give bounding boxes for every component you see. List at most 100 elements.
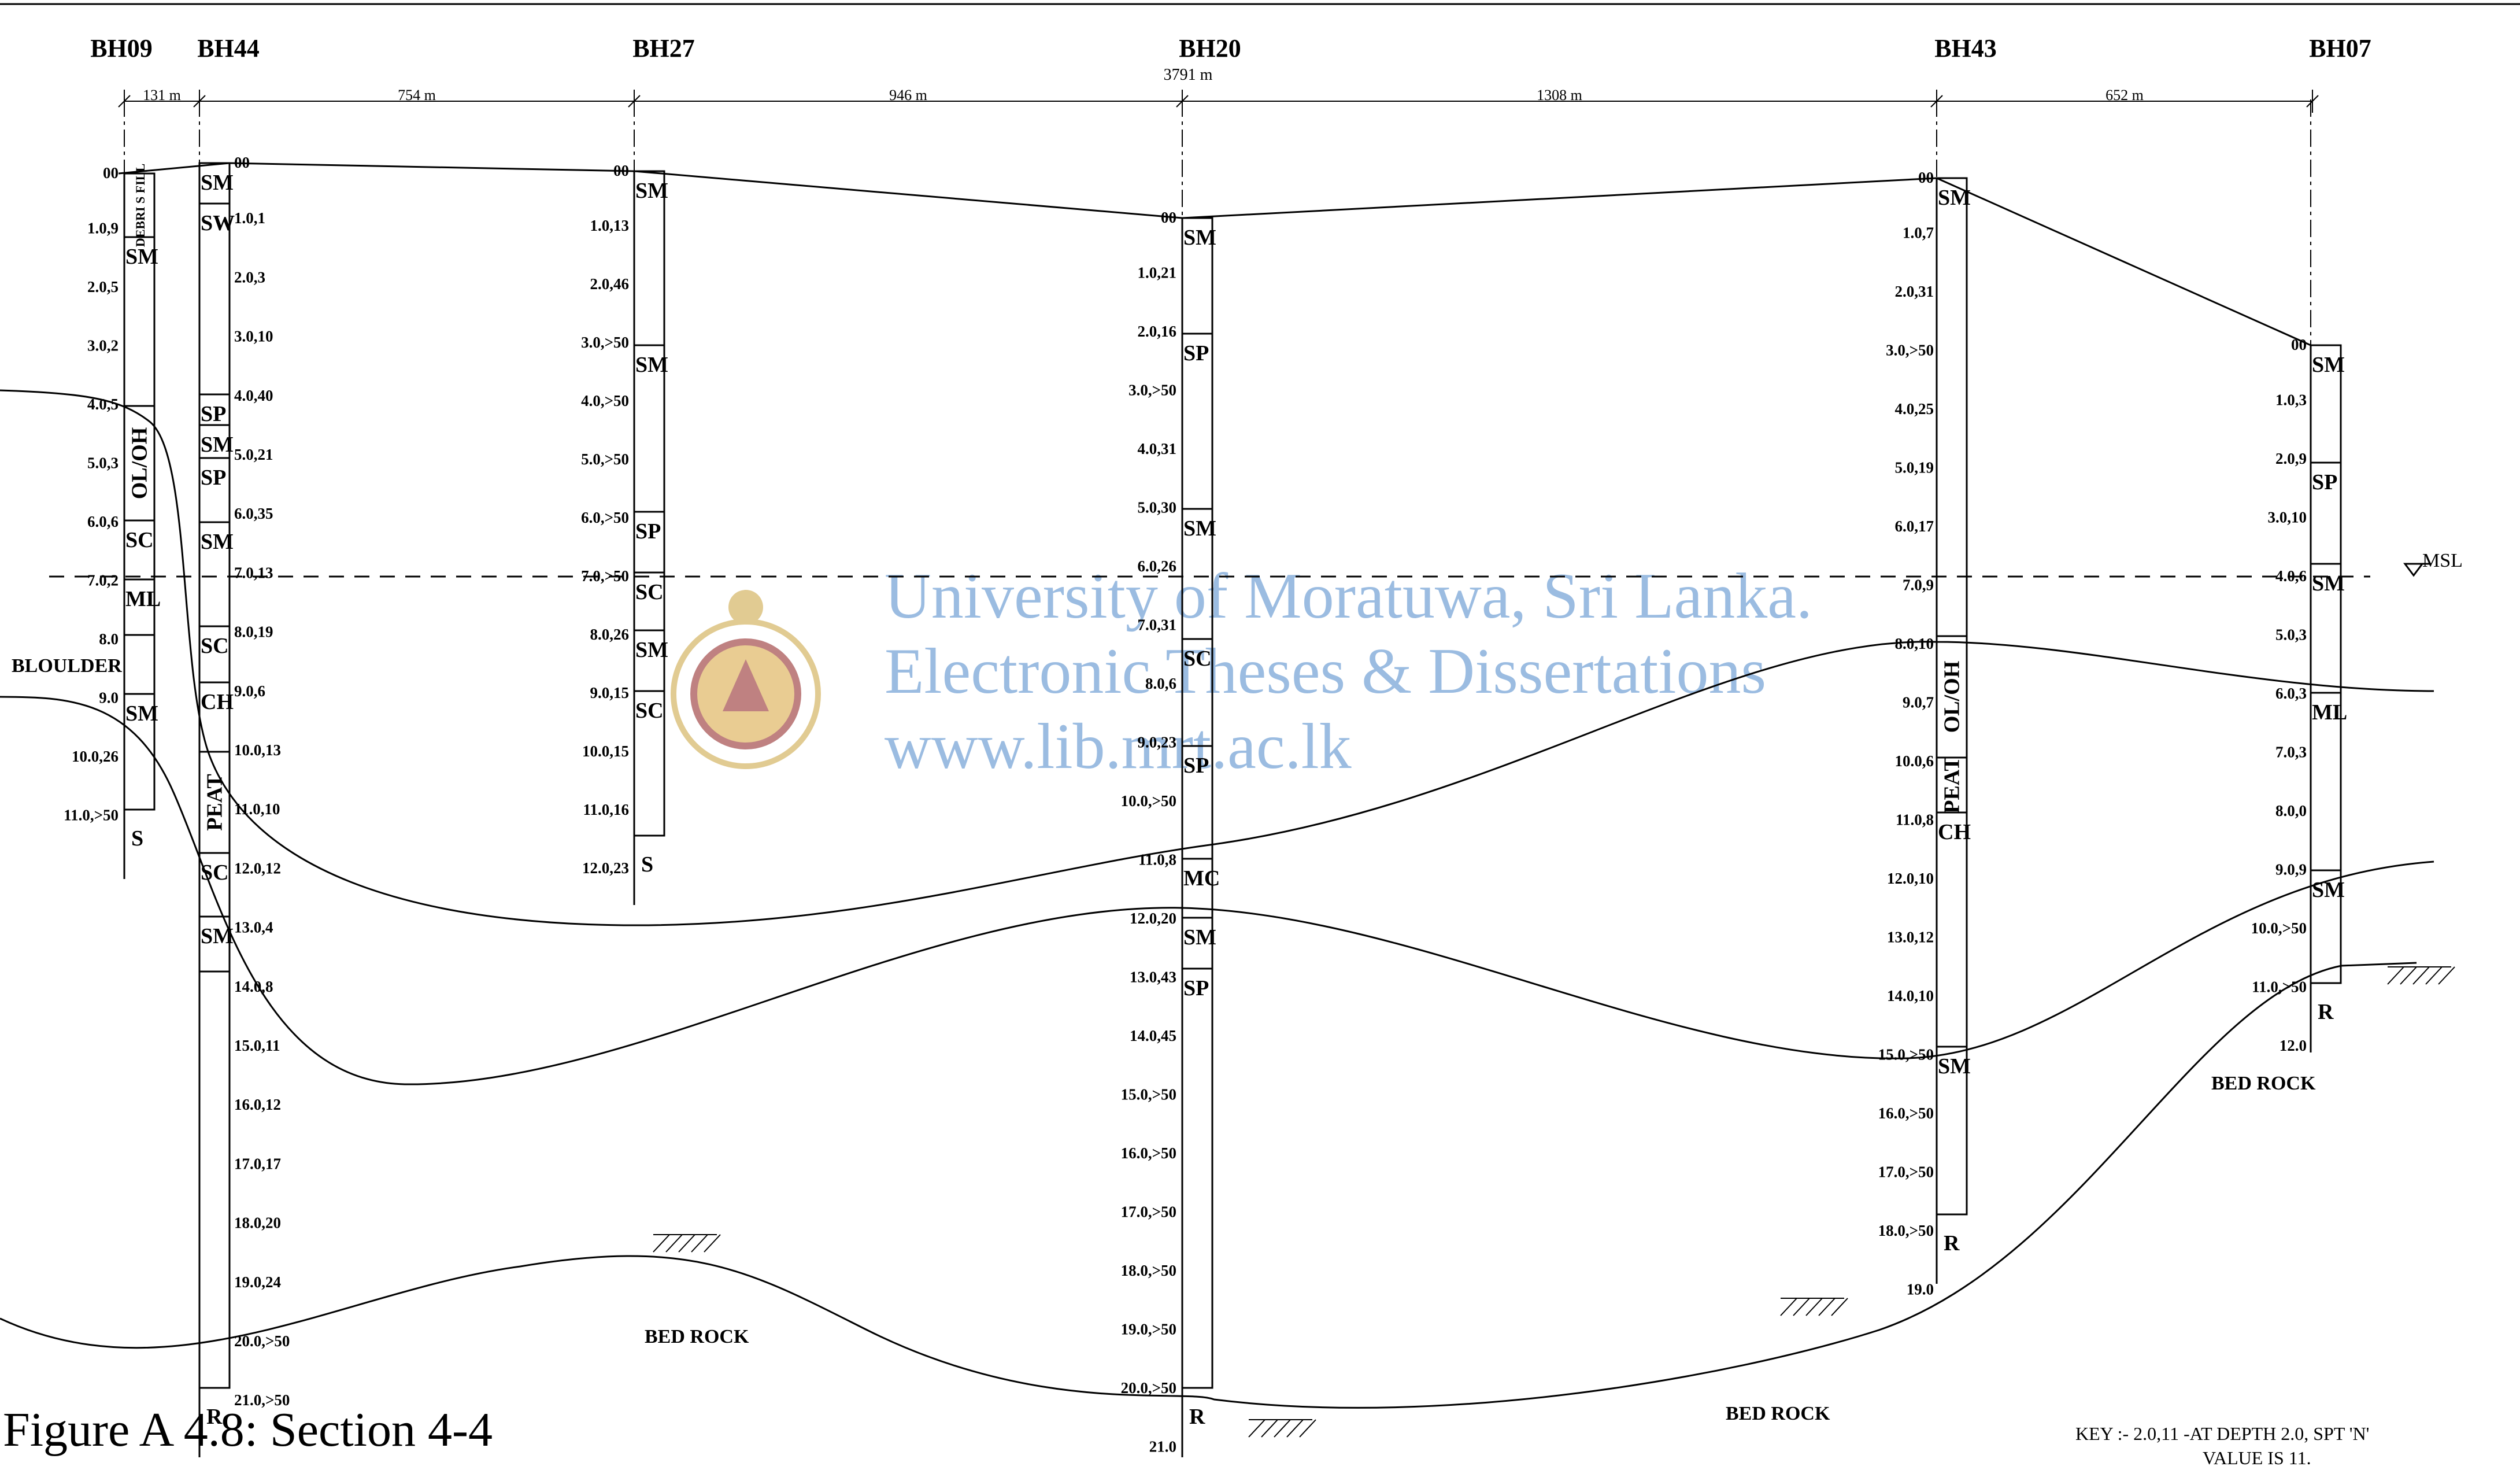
watermark: University of Moratuwa, Sri Lanka. Elect… [671,560,1812,782]
borehole-bh20: BH20 SM SP SM SC SP MC SM SP R 00 1.0,21 2.0,16 3.0,>… [1121,34,1241,1457]
soil-label: SM [1938,186,1971,210]
stratum-boundaries [0,162,2434,1409]
spt-reading: 1.0,3 [2275,391,2307,409]
stratum-boundary-1 [0,389,2434,926]
soil-label: R [1189,1405,1205,1429]
logo-crest [728,590,763,625]
hatch-icon-4 [2387,966,2455,985]
spt-reading: 20.0,>50 [1121,1379,1176,1397]
spt-reading: 9.0,9 [2275,861,2307,878]
spt-reading: 2.0,46 [590,275,630,293]
spt-reading: 8.0,26 [590,626,630,643]
spt-reading: 14.0,45 [1130,1027,1176,1044]
hatch-stroke [1818,1298,1836,1316]
soil-label: SC [201,860,229,885]
soil-label: SP [1183,754,1209,778]
soil-label: SP [2312,470,2337,494]
logo-emblem [723,659,769,711]
spt-reading: 2.0,5 [87,278,119,296]
spt-reading: 4.0,31 [1138,440,1177,457]
spt-reading: 10.0,26 [72,748,119,765]
soil-label: SM [201,924,234,948]
msl-triangle-icon [2403,563,2424,577]
spt-reading: 10.0,>50 [1121,792,1176,810]
spt-reading: 3.0,>50 [1128,382,1176,399]
spt-reading: 8.0 [99,630,119,648]
spt-reading: 12.0,12 [234,859,281,877]
spt-reading: 6.0,6 [87,513,119,530]
dimension-slash [193,95,206,108]
soil-label: SM [1183,226,1216,250]
spt-reading: 15.0,>50 [1121,1086,1176,1103]
soil-label: SM [201,433,234,457]
spt-reading: 4.0,>50 [581,392,629,409]
hatch-stroke [665,1234,683,1253]
borehole-column [198,162,231,1389]
spt-reading: 9.0,7 [1903,694,1934,711]
spt-reading: 17.0,>50 [1878,1164,1934,1181]
spt-reading: 4.0,40 [234,387,273,404]
spacing-label: 946 m [889,87,927,104]
bed-rock-label-1: BED ROCK [645,1326,749,1347]
spt-reading: 11.0,>50 [64,807,119,824]
spt-reading: 7.0,3 [2275,744,2307,761]
spt-reading: 18.0,20 [234,1214,281,1232]
spt-reading: 5.0,19 [1895,459,1934,477]
soil-label: MC [1183,866,1220,891]
soil-label: SM [1938,1054,1971,1079]
soil-label: SW [201,211,235,235]
spt-reading: 17.0,17 [234,1155,281,1172]
soil-label: ML [2312,700,2347,725]
spt-reading: 14.0,8 [234,978,273,995]
spt-reading: 20.0,>50 [234,1332,290,1350]
hatch-stroke [2438,966,2455,985]
spt-reading: 9.0,6 [234,682,265,700]
soil-label: CH [1938,820,1971,844]
soil-label: R [2318,1000,2334,1024]
soil-label: SC [1183,647,1212,671]
spt-reading: 17.0,>50 [1121,1203,1176,1221]
bed-rock-label-2: BED ROCK [1726,1403,1830,1424]
hatch-icon-1 [653,1234,721,1253]
borehole-bh43: BH43 SM OL/OH PEAT CH SM R 00 1.0,7 2.0,31 3.0,>50… [1878,34,1997,1298]
spt-reading: 18.0,>50 [1121,1262,1176,1279]
dimension-slash [2306,95,2319,108]
spt-reading: 12.0,10 [1887,870,1934,887]
spt-reading: 10.0,13 [234,741,281,759]
spt-reading: 00 [1161,209,1176,226]
soil-label: SC [125,528,154,552]
msl-label: MSL [2422,550,2463,571]
spt-reading: 14.0,10 [1887,987,1934,1004]
soil-label: SM [201,171,234,195]
spt-reading: 1.0,1 [234,209,265,227]
stratum-boundary-2 [0,696,2434,1085]
soil-label: S [641,852,653,877]
borehole-column [633,170,665,837]
hatch-stroke [2412,966,2430,985]
dimension-lines: 131 m 754 m 946 m 1308 m 652 m [118,87,2319,113]
spt-reading: 11.0,16 [583,801,629,818]
soil-label: R [206,1405,223,1429]
spt-reading: 19.0 [1907,1281,1934,1298]
spt-reading: 6.0,26 [1138,557,1177,575]
spt-reading: 10.0,15 [582,743,629,760]
spt-reading: 7.0,2 [87,572,119,589]
borehole-name: BH07 [2309,34,2371,62]
soil-label: PEAT [203,774,227,831]
soil-label: SM [635,179,668,203]
borehole-name: BH09 [90,34,153,62]
soil-label: CH [201,690,234,714]
spt-reading: 5.0,21 [234,446,273,463]
soil-label: SM [2312,353,2345,377]
borehole-bh27: BH27 SM SM SP SC SM SC S 00 1.0,13 2.0,46 3.0,>50 4.… [581,34,695,905]
spt-reading: 1.0,9 [87,220,119,237]
soil-label: SC [201,634,229,658]
borehole-name: BH20 [1179,34,1241,62]
spt-reading: 12.0,20 [1130,910,1176,927]
total-distance: 3791 m [1164,66,1213,84]
spt-reading: 6.0,35 [234,505,273,522]
spt-reading: 11.0,>50 [2252,978,2307,996]
soil-label: SC [635,699,664,723]
borehole-bh44: BH44 SM SW SP SM SP SM SC CH PEAT SC SM R 00 1.0,1 2.0,… [197,34,290,1457]
soil-label: S [131,826,143,851]
